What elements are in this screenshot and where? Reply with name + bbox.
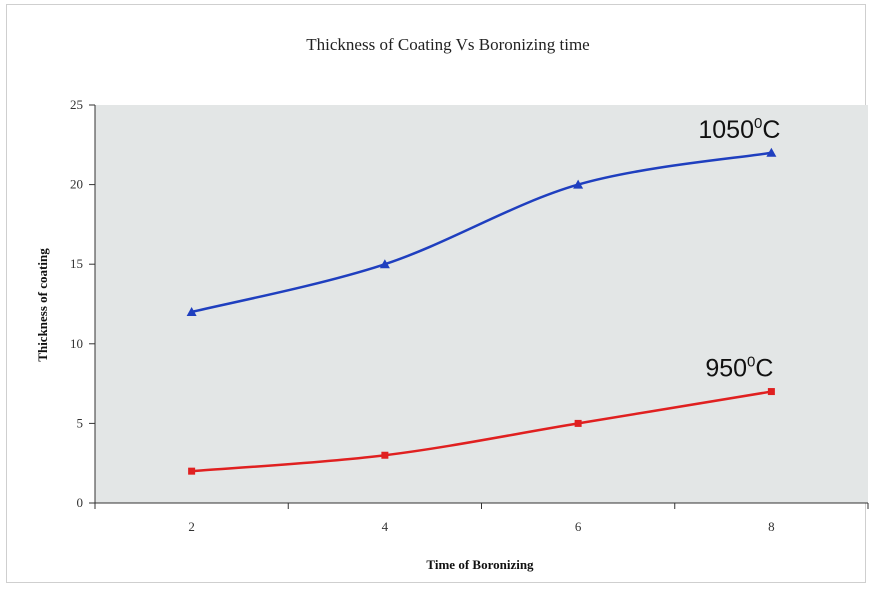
data-point [186,306,197,316]
x-axis-title: Time of Boronizing [426,557,534,572]
x-tick-label: 2 [188,519,195,534]
x-tick-label: 8 [768,519,775,534]
y-axis-title: Thickness of coating [35,248,50,362]
data-point [574,419,582,427]
y-tick-label: 10 [70,336,83,351]
data-point [573,179,584,189]
plot-area [95,105,868,503]
data-point [767,388,775,396]
y-tick-label: 0 [77,495,84,510]
series-label-950: 9500C [705,354,773,383]
series-label-1050: 10500C [698,115,780,144]
x-tick-label: 4 [382,519,389,534]
data-point [379,259,390,269]
y-tick-label: 20 [70,177,83,192]
data-point [381,451,389,459]
y-tick-label: 25 [70,97,83,112]
data-point [188,467,196,475]
data-point [766,147,777,157]
y-tick-label: 5 [77,415,84,430]
chart-title: Thickness of Coating Vs Boronizing time [306,35,589,54]
y-tick-label: 15 [70,256,83,271]
x-tick-label: 6 [575,519,582,534]
series-line-1050 [191,151,772,314]
series-line-950 [191,390,772,473]
